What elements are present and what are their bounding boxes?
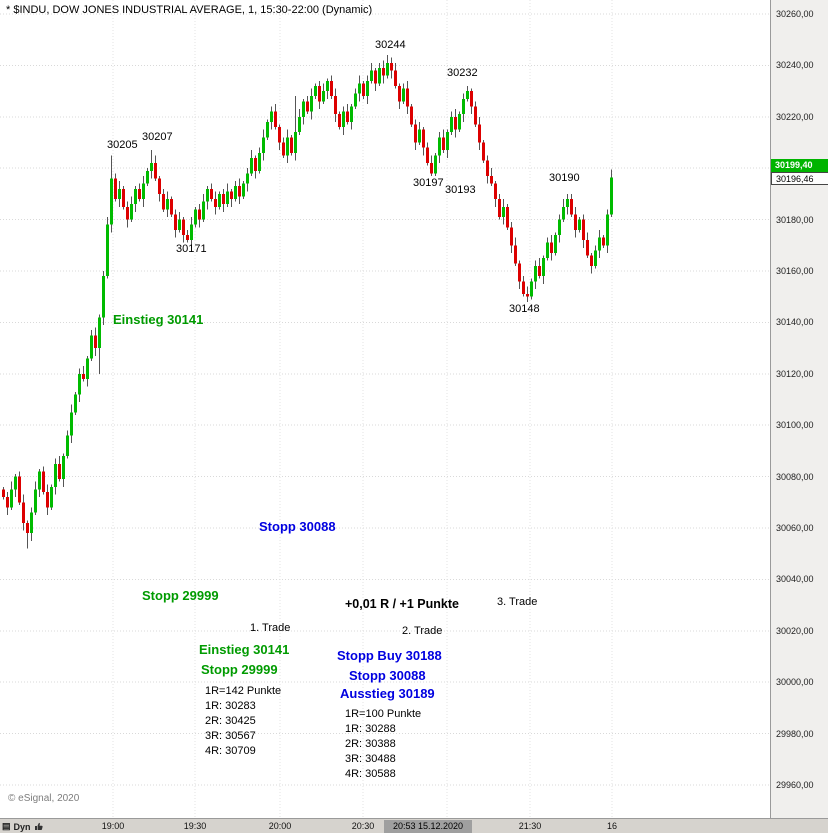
price-axis-label: 29960,00 — [776, 780, 814, 790]
time-axis-label: 19:00 — [101, 821, 125, 831]
price-axis-label: 30000,00 — [776, 677, 814, 688]
price-axis-label: 30260,00 — [776, 9, 814, 19]
price-axis-label: 30040,00 — [776, 574, 814, 585]
time-axis-label: 20:30 — [351, 821, 375, 831]
chart-template-icon: ▤ — [2, 821, 11, 831]
price-axis-label: 30120,00 — [776, 368, 814, 379]
time-axis-label: 19:30 — [183, 821, 207, 831]
price-axis-label: 30140,00 — [776, 317, 814, 328]
price-axis-label: 30020,00 — [776, 625, 814, 636]
price-axis-label: 30100,00 — [776, 420, 814, 431]
price-axis-label: 30160,00 — [776, 266, 814, 276]
time-axis[interactable]: ▤ Dyn 20:53 15.12.2020 19:00 19:30 20:00 20… — [0, 818, 828, 833]
price-axis[interactable]: 30199,40 30196,46 30260,00 30240,00 30220,… — [770, 0, 828, 818]
thumbs-up-icon[interactable] — [34, 821, 44, 833]
candlestick-chart[interactable] — [0, 0, 770, 818]
time-axis-label: 21:30 — [518, 821, 542, 831]
dyn-button[interactable]: ▤ Dyn — [2, 820, 44, 833]
time-axis-label: 16 — [606, 821, 617, 831]
copyright-label: © eSignal, 2020 — [8, 793, 80, 804]
last-price-badge: 30199,40 — [771, 158, 828, 172]
price-axis-label: 30240,00 — [776, 60, 814, 71]
price-axis-label: 30060,00 — [776, 523, 814, 533]
chart-plot-area[interactable]: 30205 30207 30171 30244 30232 30197 30193 30190… — [0, 0, 770, 818]
dyn-label: Dyn — [13, 821, 31, 832]
price-axis-label: 29980,00 — [776, 728, 814, 739]
close-price-badge: 30196,46 — [771, 171, 828, 185]
price-axis-label: 30080,00 — [776, 471, 814, 482]
price-axis-label: 30220,00 — [776, 111, 814, 122]
chart-title: * $INDU, DOW JONES INDUSTRIAL AVERAGE, 1… — [6, 4, 373, 16]
current-time-badge: 20:53 15.12.2020 — [384, 820, 472, 833]
price-axis-label: 30180,00 — [776, 214, 814, 225]
time-axis-label: 20:00 — [268, 821, 292, 831]
